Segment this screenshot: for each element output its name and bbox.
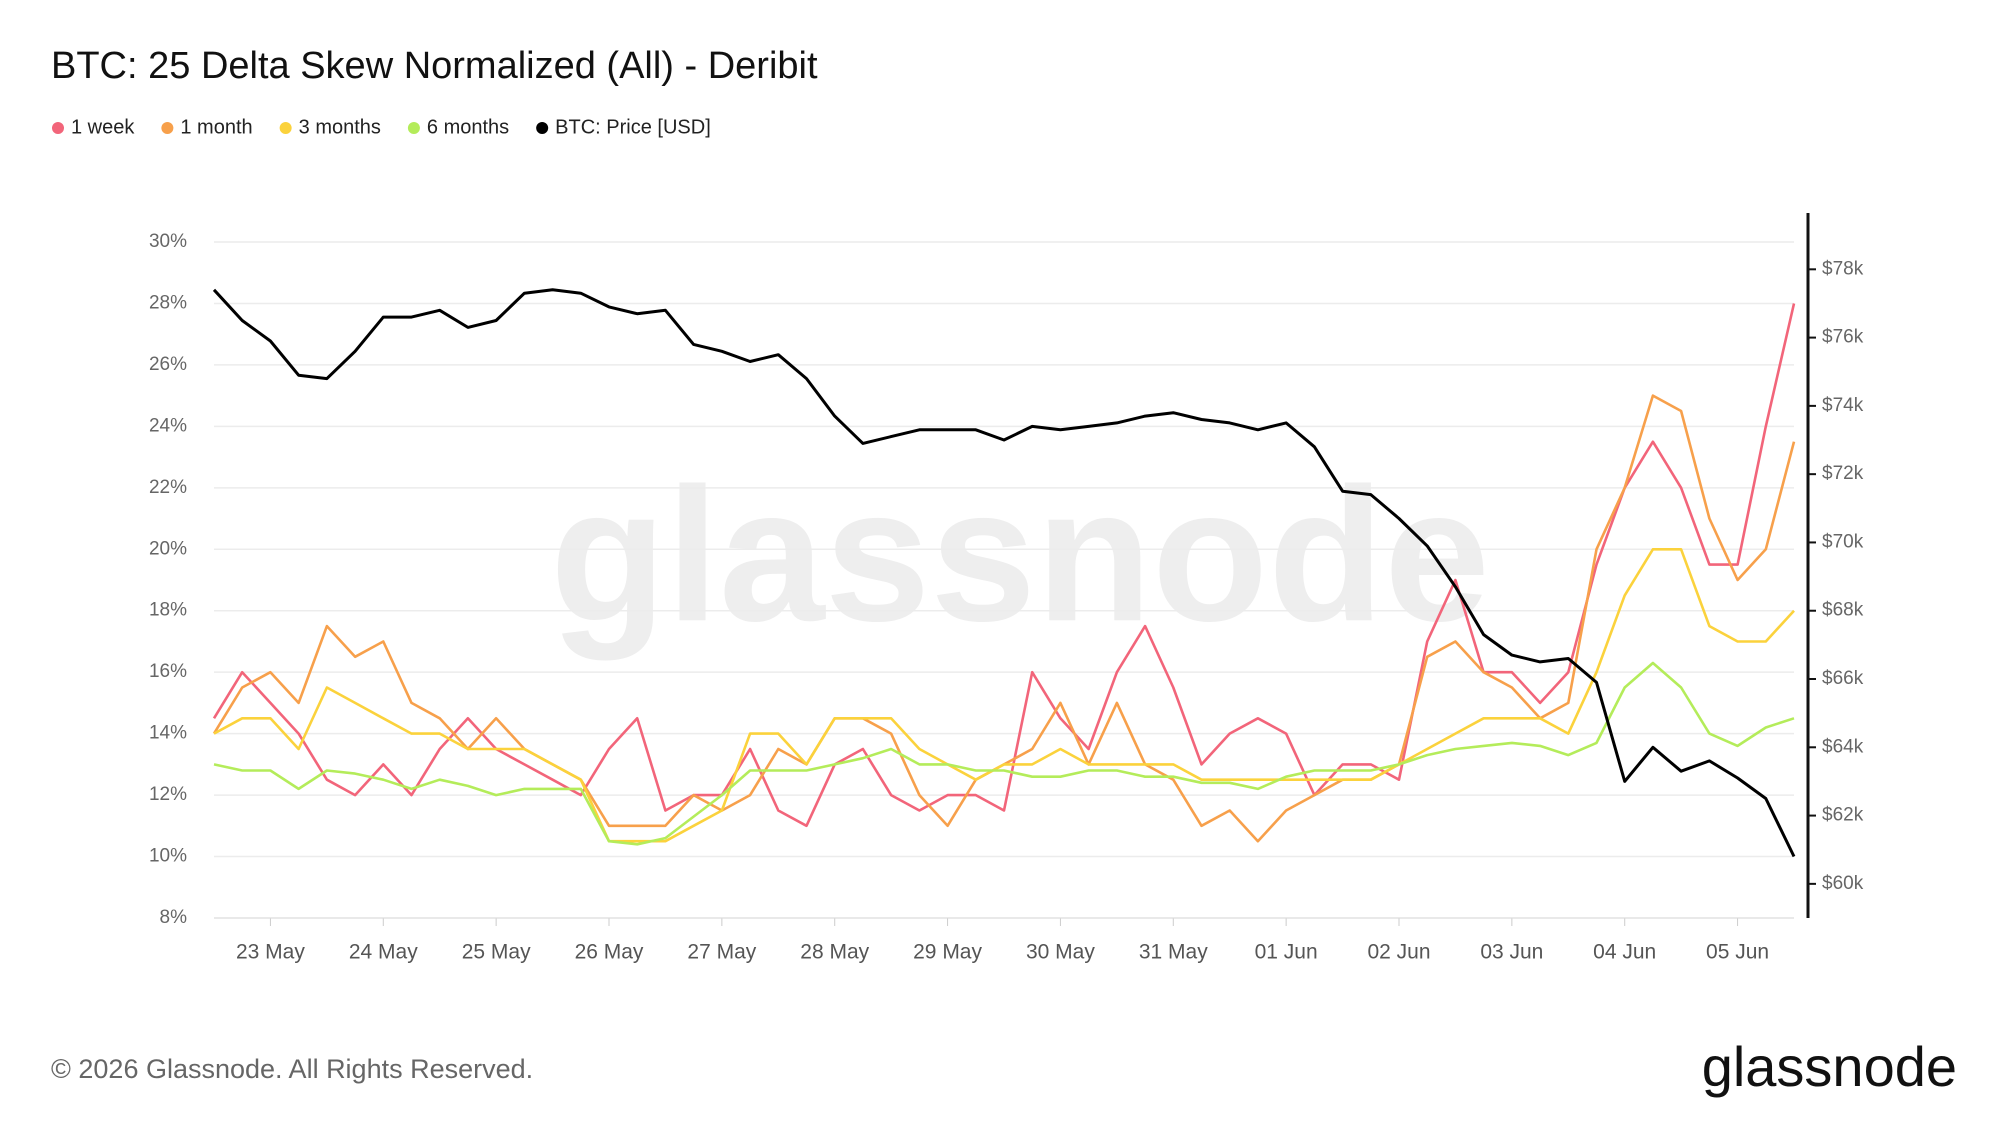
x-tick-label: 31 May [1139,941,1208,964]
x-tick-label: 25 May [462,941,531,964]
legend-swatch [279,122,292,134]
watermark: glassnode [550,449,1490,661]
y2-tick-label: $78k [1822,258,1864,279]
chart-title: BTC: 25 Delta Skew Normalized (All) - De… [51,45,818,87]
y-tick-label: 20% [149,538,187,559]
legend-swatch [407,122,420,134]
legend-label: 6 months [427,116,509,138]
legend-label: BTC: Price [USD] [555,116,711,138]
legend-swatch [52,122,64,134]
x-tick-label: 29 May [913,941,982,964]
y-tick-label: 24% [149,415,187,436]
y-tick-label: 18% [149,600,187,621]
x-tick-label: 23 May [236,941,305,964]
y2-tick-label: $72k [1822,463,1864,484]
x-tick-label: 05 Jun [1706,941,1769,964]
legend-label: 1 week [71,116,135,138]
x-tick-label: 04 Jun [1593,941,1656,964]
y-tick-label: 16% [149,661,187,682]
y2-tick-label: $76k [1822,327,1864,348]
series-line [213,548,1795,843]
legend-swatch [536,122,549,134]
y-tick-label: 26% [149,354,187,375]
y-tick-label: 10% [149,846,187,867]
y-tick-label: 28% [149,292,187,313]
y2-tick-label: $70k [1822,531,1864,552]
series-line [212,303,1796,828]
footer: © 2026 Glassnode. All Rights Reserved. [51,1054,533,1084]
x-tick-label: 02 Jun [1367,941,1430,964]
x-tick-label: 28 May [800,941,869,964]
y-tick-label: 22% [149,477,187,498]
x-tick-label: 26 May [575,941,644,964]
series-line [213,661,1795,846]
logo: glassnode [1702,1035,1957,1098]
y2-tick-label: $62k [1822,805,1864,826]
y2-tick-label: $64k [1822,736,1864,757]
x-tick-label: 27 May [687,941,756,964]
y2-tick-label: $66k [1822,668,1864,689]
y-tick-label: 8% [160,907,188,928]
y-tick-label: 12% [149,784,187,805]
legend-label: 1 month [180,116,252,138]
y2-tick-label: $68k [1822,600,1864,621]
x-tick-label: 01 Jun [1255,941,1318,964]
y-tick-label: 30% [149,231,187,252]
x-tick-label: 03 Jun [1480,941,1543,964]
x-tick-label: 24 May [349,941,418,964]
y2-tick-label: $74k [1822,395,1864,416]
y-tick-label: 14% [149,723,187,744]
x-tick-label: 30 May [1026,941,1095,964]
y2-tick-label: $60k [1822,873,1864,894]
legend-swatch [161,122,174,134]
legend-label: 3 months [299,116,381,138]
series-line [212,288,1796,858]
